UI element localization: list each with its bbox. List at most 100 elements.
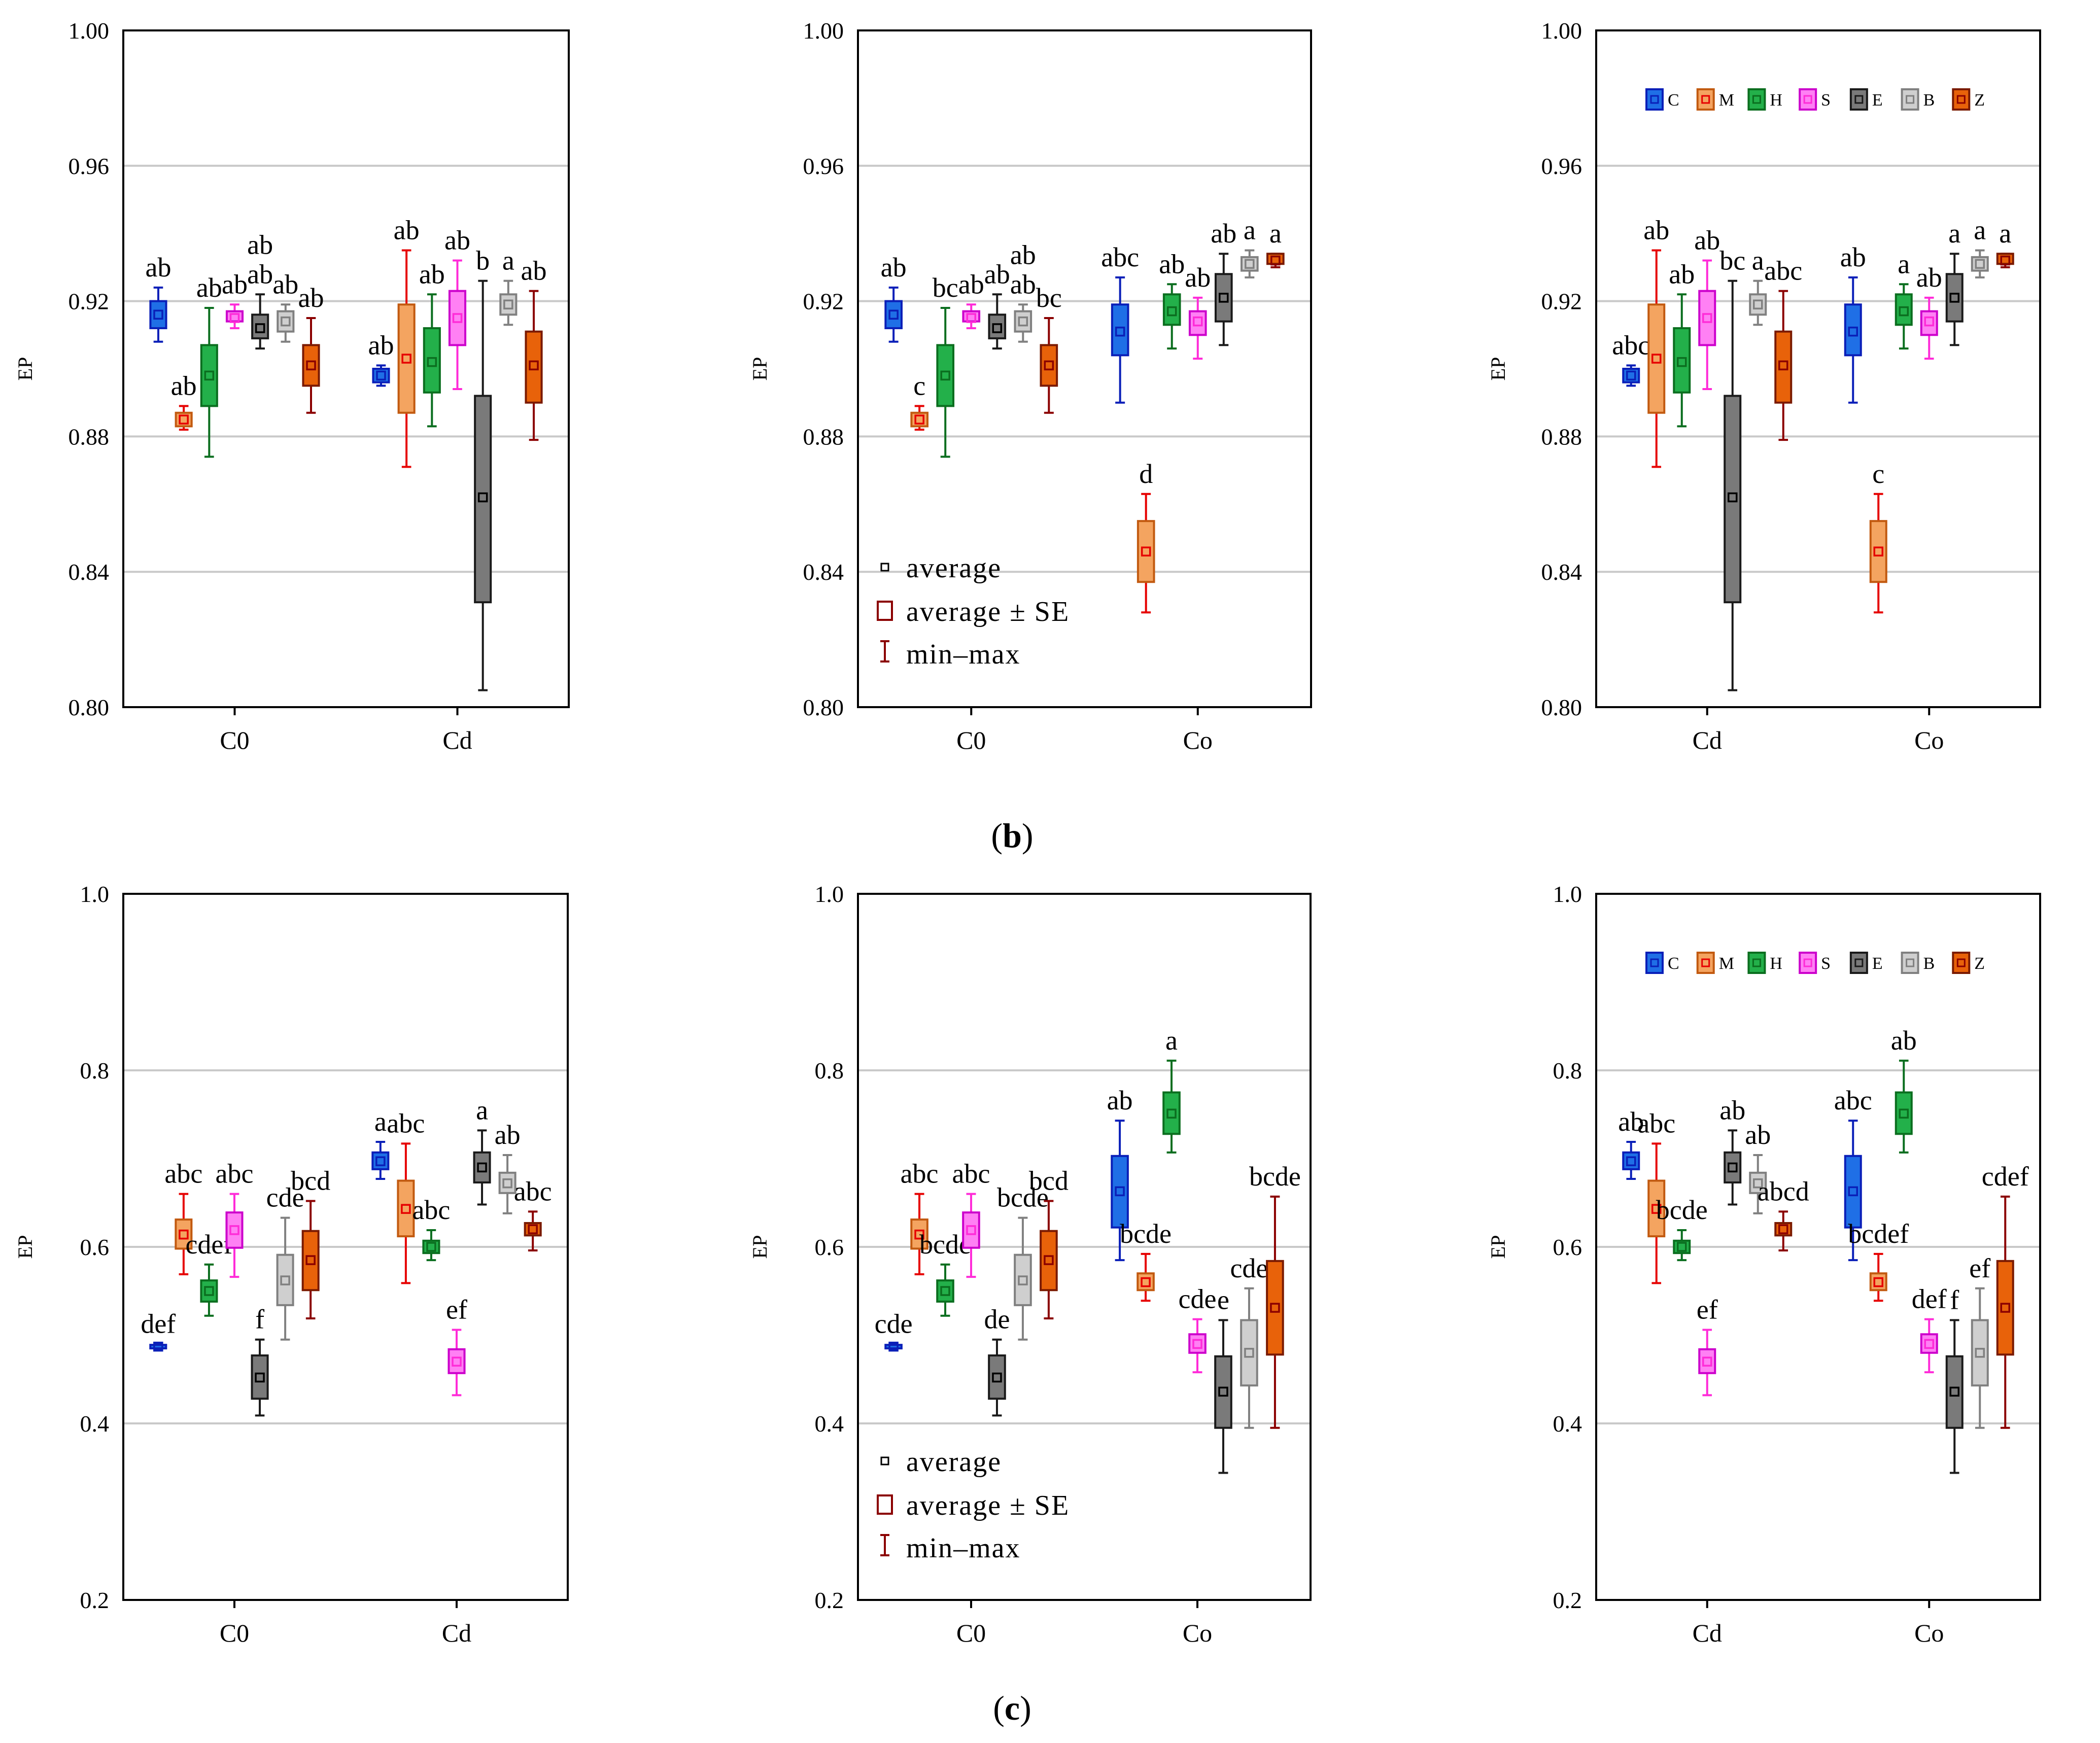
- legend-swatch: [1849, 88, 1868, 111]
- box-B: ab: [272, 269, 298, 343]
- box-S: ef: [1697, 1295, 1718, 1397]
- legend-entry-Z: Z: [1952, 952, 1985, 974]
- se-box: [1895, 293, 1913, 326]
- box-S: ab: [444, 225, 470, 391]
- x-category-label: C0: [956, 1619, 986, 1647]
- mean-marker: [1677, 1242, 1687, 1252]
- significance-label: a: [1244, 215, 1256, 246]
- legend-mean: [1650, 95, 1659, 104]
- significance-label: ab: [394, 215, 420, 246]
- mean-marker: [401, 354, 411, 364]
- se-box: [1240, 1319, 1258, 1387]
- mean-marker: [401, 1204, 411, 1214]
- box-B: ef: [1969, 1253, 1990, 1429]
- significance-label: abc: [514, 1176, 552, 1206]
- mean-marker: [502, 1178, 512, 1189]
- y-tick-label: 0.92: [803, 289, 844, 315]
- box-C: ab: [1840, 242, 1866, 404]
- box-C: a: [371, 1106, 390, 1180]
- mean-marker: [1245, 259, 1255, 269]
- significance-label: abc: [216, 1159, 254, 1189]
- y-tick-label: 0.2: [815, 1587, 844, 1613]
- se-box: [251, 1354, 269, 1400]
- significance-label: ab: [1211, 218, 1236, 249]
- y-tick-label: 1.00: [68, 18, 110, 44]
- box-C: abc: [1101, 242, 1139, 404]
- se-box: [1266, 253, 1285, 265]
- se-box: [225, 1211, 244, 1249]
- legend-entry-E: E: [1849, 88, 1883, 111]
- box-E: de: [984, 1304, 1010, 1417]
- mean-marker: [1141, 546, 1151, 556]
- se-box: [1137, 520, 1155, 583]
- significance-label: ab: [1643, 215, 1669, 246]
- legend-label: E: [1872, 954, 1883, 973]
- y-axis-label: EP: [1487, 357, 1509, 381]
- se-box: [1844, 1155, 1862, 1229]
- significance-label: abc: [412, 1195, 450, 1225]
- legend-mean-marker: [880, 1456, 889, 1466]
- legend-swatch: [1747, 952, 1766, 974]
- legend-entry-S: S: [1799, 952, 1831, 974]
- se-box: [1749, 1171, 1767, 1194]
- caption-b: (b): [991, 816, 1033, 855]
- se-box: [175, 1218, 193, 1250]
- mean-marker: [452, 1356, 462, 1367]
- box-E: bc: [1719, 246, 1745, 691]
- significance-label: ab: [1916, 262, 1942, 293]
- se-box: [1895, 1091, 1913, 1135]
- legend-swatch: [1952, 88, 1971, 111]
- significance-label: abcd: [1758, 1176, 1809, 1206]
- mean-marker: [1626, 370, 1636, 381]
- y-tick-label: 0.4: [1553, 1411, 1582, 1437]
- box-S: ab: [1185, 262, 1211, 360]
- significance-label: def: [141, 1308, 176, 1339]
- significance-label: ab: [1010, 269, 1036, 299]
- se-box: [988, 1354, 1006, 1400]
- x-category-label: Cd: [442, 1619, 471, 1647]
- significance-label: ab: [368, 330, 394, 360]
- legend-label: H: [1770, 954, 1782, 973]
- se-box: [962, 1211, 980, 1249]
- legend-swatch: [1799, 88, 1817, 111]
- y-tick-label: 0.6: [80, 1234, 110, 1260]
- legend-mean-marker: [880, 563, 889, 572]
- se-box: [1945, 273, 1964, 323]
- se-box: [1040, 1230, 1058, 1292]
- se-box: [1014, 310, 1032, 333]
- legend-label: min–max: [906, 1532, 1021, 1564]
- y-tick-label: 0.84: [803, 559, 844, 585]
- legend-mean: [1956, 95, 1966, 104]
- x-category-label: C0: [956, 726, 986, 754]
- se-box: [474, 395, 492, 604]
- se-box: [936, 1279, 954, 1303]
- box-H: ab: [1891, 1025, 1917, 1154]
- box-Z: abcd: [1758, 1176, 1809, 1251]
- box-E: a: [1945, 218, 1964, 346]
- legend-label: C: [1668, 954, 1679, 973]
- se-box: [1724, 1151, 1742, 1183]
- significance-label: ab: [1694, 225, 1720, 256]
- se-box: [1869, 520, 1887, 583]
- mean-marker: [1728, 492, 1738, 503]
- legend-entry-B: B: [1901, 952, 1935, 974]
- significance-label: ab: [958, 269, 984, 299]
- se-box: [1647, 1179, 1666, 1238]
- mean-marker: [477, 492, 488, 503]
- box-Z: a: [1266, 218, 1285, 268]
- significance-label: ab: [1618, 1106, 1644, 1137]
- box-H: abc: [412, 1195, 450, 1262]
- mean-marker: [280, 1275, 290, 1285]
- mean-marker: [452, 313, 463, 323]
- se-box: [1844, 303, 1862, 357]
- box-M: abc: [1637, 1108, 1675, 1284]
- mean-marker: [1848, 1186, 1858, 1197]
- box-B: a: [1240, 215, 1259, 278]
- x-category-label: Co: [1914, 726, 1944, 754]
- significance-label: ab: [419, 259, 445, 289]
- legend-entry-C: C: [1645, 952, 1679, 974]
- mean-marker: [1270, 1303, 1280, 1313]
- se-box: [1673, 327, 1691, 394]
- significance-label: a: [476, 1095, 488, 1125]
